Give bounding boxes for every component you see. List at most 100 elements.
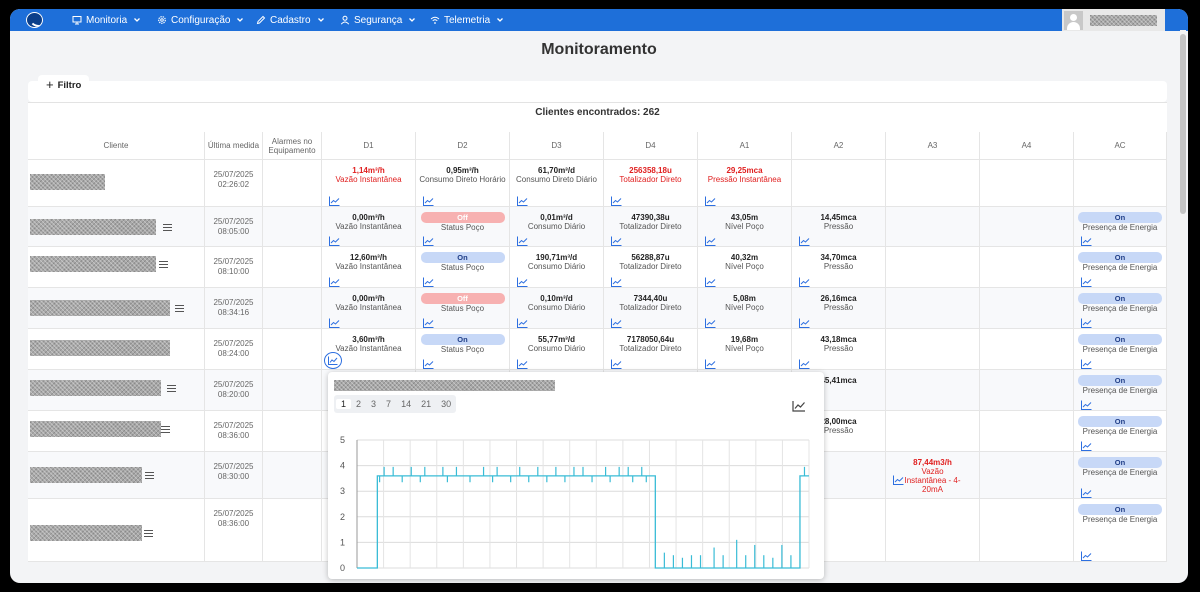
- chart-icon[interactable]: [799, 274, 810, 287]
- chart-icon[interactable]: [1081, 233, 1092, 246]
- sensor-cell-ac: On Presença de Energia: [1074, 370, 1167, 410]
- chart-icon[interactable]: [517, 356, 528, 369]
- client-name-redacted: [30, 174, 105, 190]
- nav-cadastro[interactable]: Cadastro: [256, 9, 325, 31]
- nav-monitoria[interactable]: Monitoria: [72, 9, 141, 31]
- chart-icon[interactable]: [1081, 315, 1092, 328]
- chart-button-active[interactable]: [324, 352, 342, 369]
- status-badge: On: [1078, 334, 1162, 345]
- chart-icon[interactable]: [329, 193, 340, 206]
- chart-icon[interactable]: [1081, 274, 1092, 287]
- range-tab-7[interactable]: 7: [386, 399, 392, 409]
- sensor-label: Totalizador Direto: [619, 175, 682, 184]
- chart-icon[interactable]: [1081, 485, 1092, 498]
- measure-date: 25/07/2025: [213, 509, 254, 518]
- nav-configuracao[interactable]: Configuração: [157, 9, 244, 31]
- chart-icon[interactable]: [799, 315, 810, 328]
- chart-icon[interactable]: [611, 315, 622, 328]
- chart-icon[interactable]: [517, 315, 528, 328]
- range-selector: 1 2 3 7 14 21 30: [334, 395, 457, 413]
- chart-icon[interactable]: [329, 315, 340, 328]
- chart-icon[interactable]: [1081, 548, 1092, 561]
- chart-icon[interactable]: [517, 193, 528, 206]
- wifi-icon: [430, 16, 440, 24]
- sensor-value: 19,68m: [730, 335, 759, 344]
- range-tab-30[interactable]: 30: [441, 399, 452, 409]
- sensor-cell-d4: 47390,38u Totalizador Direto: [604, 207, 698, 246]
- chart-icon[interactable]: [517, 233, 528, 246]
- chart-icon[interactable]: [611, 356, 622, 369]
- list-menu-icon[interactable]: [167, 385, 176, 392]
- column-header: D2: [416, 132, 510, 160]
- chart-icon[interactable]: [423, 356, 434, 369]
- range-tab-3[interactable]: 3: [371, 399, 377, 409]
- chart-icon[interactable]: [423, 233, 434, 246]
- y-tick-label: 0: [340, 563, 345, 572]
- list-menu-icon[interactable]: [145, 472, 154, 479]
- range-tab-1[interactable]: 1: [336, 399, 352, 409]
- chart-icon[interactable]: [1081, 397, 1092, 410]
- range-tab-14[interactable]: 14: [401, 399, 412, 409]
- list-menu-icon[interactable]: [163, 224, 172, 231]
- sensor-label: Totalizador Direto: [619, 344, 682, 353]
- sensor-value: 26,16mca: [820, 294, 857, 303]
- sensor-label: Consumo Diário: [527, 303, 586, 312]
- scrollbar-thumb[interactable]: [1180, 34, 1186, 214]
- sensor-cell-a2: 34,70mca Pressão: [792, 247, 886, 287]
- sensor-value: 1,14m³/h: [352, 166, 385, 175]
- list-menu-icon[interactable]: [175, 305, 184, 312]
- chart-icon[interactable]: [792, 400, 806, 412]
- list-menu-icon[interactable]: [144, 530, 153, 537]
- user-menu[interactable]: [1062, 9, 1165, 31]
- status-badge: On: [1078, 457, 1162, 468]
- chart-icon[interactable]: [329, 233, 340, 246]
- nav-seguranca[interactable]: Segurança: [340, 9, 416, 31]
- chart-icon[interactable]: [799, 356, 810, 369]
- list-menu-icon[interactable]: [159, 261, 168, 268]
- client-cell: [28, 499, 205, 561]
- nav-telemetria[interactable]: Telemetria: [430, 9, 504, 31]
- chart-icon[interactable]: [611, 274, 622, 287]
- chart-icon[interactable]: [1081, 356, 1092, 369]
- sensor-value: 190,71m³/d: [535, 253, 578, 262]
- filter-button[interactable]: + Filtro: [38, 75, 90, 95]
- list-menu-icon[interactable]: [161, 426, 170, 433]
- chart-icon[interactable]: [893, 472, 904, 485]
- chart-icon[interactable]: [423, 274, 434, 287]
- chart-icon[interactable]: [1081, 438, 1092, 451]
- chart-icon[interactable]: [705, 233, 716, 246]
- range-tab-21[interactable]: 21: [421, 399, 432, 409]
- sensor-label: Totalizador Direto: [619, 262, 682, 271]
- column-header: Cliente: [28, 132, 205, 160]
- chart-icon[interactable]: [705, 315, 716, 328]
- sensor-value: 56288,87u: [631, 253, 670, 262]
- range-tab-2[interactable]: 2: [356, 399, 362, 409]
- sensor-cell: [886, 329, 980, 369]
- status-badge: On: [420, 334, 505, 345]
- sensor-cell: [886, 499, 980, 561]
- client-name-redacted: [30, 340, 170, 356]
- scrollbar-track[interactable]: [1180, 30, 1186, 578]
- chart-icon[interactable]: [611, 193, 622, 206]
- sensor-value: 5,08m: [733, 294, 756, 303]
- popup-title-redacted: [334, 380, 555, 391]
- chart-icon[interactable]: [423, 315, 434, 328]
- chart-icon[interactable]: [705, 274, 716, 287]
- client-name-redacted: [30, 256, 156, 272]
- company-logo[interactable]: [26, 12, 43, 28]
- sensor-cell: [980, 452, 1074, 498]
- measure-time: 08:10:00: [217, 267, 250, 276]
- chart-icon[interactable]: [611, 233, 622, 246]
- chart-icon[interactable]: [517, 274, 528, 287]
- sensor-cell: [792, 452, 886, 498]
- chart-icon[interactable]: [705, 193, 716, 206]
- chart-icon[interactable]: [329, 274, 340, 287]
- chart-icon[interactable]: [705, 356, 716, 369]
- sensor-cell: [886, 207, 980, 246]
- sensor-cell-d1: 3,60m³/h Vazão Instantânea: [322, 329, 416, 369]
- chart-icon[interactable]: [799, 233, 810, 246]
- app-window: Monitoria Configuração Cadastro Seguranç…: [10, 9, 1188, 583]
- sensor-label: Pressão: [823, 344, 854, 353]
- sensor-cell-d4: 56288,87u Totalizador Direto: [604, 247, 698, 287]
- chart-icon[interactable]: [423, 193, 434, 206]
